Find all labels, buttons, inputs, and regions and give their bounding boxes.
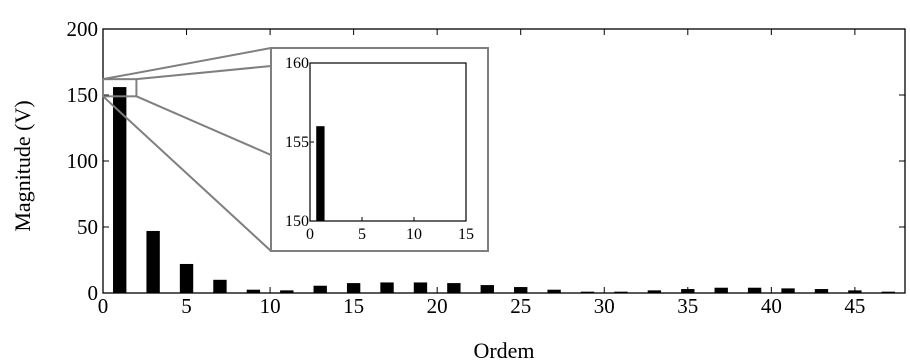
inset-x-tick-label: 0 <box>306 226 314 243</box>
inset-y-tick-label: 150 <box>285 213 309 230</box>
bar-order-11 <box>280 290 294 293</box>
bar-order-21 <box>447 283 461 293</box>
zoom-connector <box>102 47 489 252</box>
y-axis-title: Magnitude (V) <box>10 100 35 231</box>
x-tick-label: 10 <box>260 294 281 318</box>
bar-order-7 <box>213 279 227 293</box>
x-tick-label: 0 <box>98 294 109 318</box>
bar-order-43 <box>814 289 829 293</box>
x-tick-label: 5 <box>181 294 192 318</box>
x-tick-label: 35 <box>677 294 698 318</box>
bar-order-27 <box>547 289 561 293</box>
zoom-line <box>102 95 272 252</box>
bar-order-41 <box>781 288 795 293</box>
bar-order-23 <box>480 285 494 293</box>
inset-bars <box>316 126 325 221</box>
x-tick-label: 40 <box>761 294 782 318</box>
inset-ticks: 0 5 10 15 150 155 160 <box>285 55 474 243</box>
inset-plot: 0 5 10 15 150 155 160 <box>285 55 474 243</box>
inset-y-tick-label: 160 <box>285 55 309 72</box>
bar-order-3 <box>146 230 160 293</box>
bar-order-5 <box>179 263 194 293</box>
y-tick-label: 50 <box>77 215 98 239</box>
main-axes-frame <box>102 28 906 294</box>
y-tick-label: 150 <box>67 83 99 107</box>
x-axis-title: Ordem <box>473 338 534 362</box>
x-tick-label: 45 <box>844 294 865 318</box>
bar-order-37 <box>714 287 728 293</box>
zoom-line <box>102 47 272 81</box>
x-tick-label: 25 <box>510 294 531 318</box>
bar-order-47 <box>881 291 895 293</box>
bar-order-39 <box>747 287 762 293</box>
zoom-line <box>136 95 272 156</box>
y-tick-label: 0 <box>88 281 99 305</box>
bar-order-17 <box>380 282 394 293</box>
inset-x-tick-label: 5 <box>358 226 366 243</box>
y-tick-label: 100 <box>67 149 99 173</box>
bar-order-33 <box>647 290 662 293</box>
bar-order-9 <box>246 289 261 293</box>
inset-outer-box <box>270 47 489 252</box>
bar-order-29 <box>580 291 595 293</box>
bar-order-13 <box>313 285 327 293</box>
bar-order-1 <box>113 87 127 293</box>
zoom-region-box <box>102 78 138 98</box>
y-tick-label: 200 <box>67 17 99 41</box>
x-tick-label: 15 <box>343 294 364 318</box>
x-tick-label: 20 <box>427 294 448 318</box>
inset-x-tick-label: 15 <box>458 226 474 243</box>
inset-bar-order-1 <box>316 126 325 221</box>
zoom-line <box>136 65 272 81</box>
inset-y-tick-label: 155 <box>285 134 309 151</box>
x-tick-label: 30 <box>594 294 615 318</box>
main-bars <box>113 87 895 293</box>
bar-order-19 <box>413 282 428 293</box>
bar-order-31 <box>614 291 628 293</box>
inset-x-tick-label: 10 <box>406 226 422 243</box>
